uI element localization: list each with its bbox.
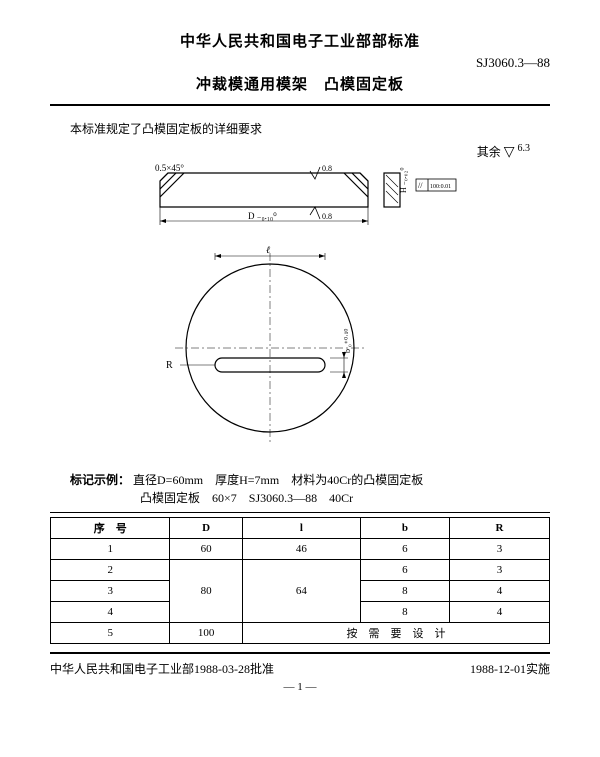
svg-text:b ₀⁺⁰·¹⁰: b ₀⁺⁰·¹⁰ (343, 329, 352, 354)
rule-top (50, 104, 550, 106)
col-d: D (170, 518, 243, 539)
svg-text:ℓ: ℓ (266, 245, 270, 256)
table-header-row: 序 号 D l b R (51, 518, 550, 539)
dimension-table: 序 号 D l b R 1 60 46 6 3 2 80 64 6 3 (50, 517, 550, 644)
svg-text://: // (418, 181, 423, 190)
triangle-icon: ▽ (504, 145, 515, 160)
effective-text: 1988-12-01实施 (470, 660, 550, 677)
col-b: b (360, 518, 449, 539)
svg-text:D ₋₀.₁₀⁰: D ₋₀.₁₀⁰ (248, 211, 277, 221)
document-title: 冲裁模通用模架 凸模固定板 (50, 73, 550, 94)
standard-code: SJ3060.3—88 (476, 55, 550, 71)
issuing-org: 中华人民共和国电子工业部部标准 (50, 30, 550, 51)
intro-text: 本标准规定了凸模固定板的详细要求 (70, 120, 550, 137)
title-row: SJ3060.3—88 冲裁模通用模架 凸模固定板 (50, 73, 550, 94)
surface-label: 其余 (477, 145, 501, 159)
example-line1: 直径D=60mm 厚度H=7mm 材料为40Cr的凸模固定板 (133, 473, 423, 487)
footer: 中华人民共和国电子工业部1988-03-28批准 1988-12-01实施 (50, 660, 550, 677)
approval-text: 中华人民共和国电子工业部1988-03-28批准 (50, 660, 274, 677)
col-seq: 序 号 (51, 518, 170, 539)
rule-above-table (50, 512, 550, 513)
table-row: 2 80 64 6 3 (51, 560, 550, 581)
example-line2: 凸模固定板 60×7 SJ3060.3—88 40Cr (140, 489, 550, 506)
page: 中华人民共和国电子工业部部标准 SJ3060.3—88 冲裁模通用模架 凸模固定… (0, 0, 600, 757)
svg-text:0.8: 0.8 (322, 164, 332, 173)
engineering-diagram: 0.5×45° 0.8 0.8 D ₋₀.₁₀⁰ (130, 163, 470, 463)
surface-finish-note: 其余 ▽ 6.3 (50, 143, 530, 161)
table-row: 1 60 46 6 3 (51, 539, 550, 560)
svg-text:100:0.01: 100:0.01 (430, 184, 451, 190)
col-l: l (242, 518, 360, 539)
col-r: R (449, 518, 549, 539)
svg-text:H ₋₀.₀₂⁰: H ₋₀.₀₂⁰ (399, 167, 408, 193)
rule-bottom (50, 652, 550, 654)
marking-example: 标记示例： 直径D=60mm 厚度H=7mm 材料为40Cr的凸模固定板 (70, 471, 550, 489)
page-number: — 1 — (50, 681, 550, 693)
svg-text:R: R (166, 360, 173, 371)
svg-text:0.8: 0.8 (322, 212, 332, 221)
surface-value: 6.3 (518, 143, 531, 154)
chamfer-label: 0.5×45° (155, 163, 184, 173)
example-heading: 标记示例： (70, 473, 130, 487)
table-row: 5 100 按 需 要 设 计 (51, 623, 550, 644)
